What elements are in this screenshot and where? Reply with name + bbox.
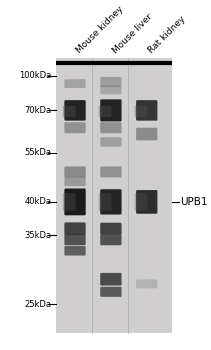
FancyBboxPatch shape xyxy=(136,190,157,214)
FancyBboxPatch shape xyxy=(100,287,122,297)
Text: 55kDa: 55kDa xyxy=(25,148,52,158)
FancyBboxPatch shape xyxy=(64,234,86,245)
FancyBboxPatch shape xyxy=(100,85,122,94)
FancyBboxPatch shape xyxy=(64,79,86,88)
FancyBboxPatch shape xyxy=(100,137,122,147)
FancyBboxPatch shape xyxy=(100,273,122,286)
FancyBboxPatch shape xyxy=(136,128,157,140)
FancyBboxPatch shape xyxy=(64,189,86,215)
FancyBboxPatch shape xyxy=(64,246,86,256)
FancyBboxPatch shape xyxy=(136,100,157,121)
FancyBboxPatch shape xyxy=(136,280,157,288)
FancyBboxPatch shape xyxy=(135,193,147,211)
Text: 40kDa: 40kDa xyxy=(25,197,52,206)
FancyBboxPatch shape xyxy=(100,99,122,121)
FancyBboxPatch shape xyxy=(64,166,86,177)
FancyBboxPatch shape xyxy=(100,122,122,133)
FancyBboxPatch shape xyxy=(100,223,122,235)
FancyBboxPatch shape xyxy=(64,122,86,133)
FancyBboxPatch shape xyxy=(64,177,86,186)
FancyBboxPatch shape xyxy=(56,58,172,333)
Text: Rat kidney: Rat kidney xyxy=(147,15,187,55)
Text: UPB1: UPB1 xyxy=(180,197,207,207)
FancyBboxPatch shape xyxy=(99,106,111,117)
FancyBboxPatch shape xyxy=(100,234,122,245)
FancyBboxPatch shape xyxy=(100,166,122,177)
Text: 25kDa: 25kDa xyxy=(25,300,52,309)
Text: 70kDa: 70kDa xyxy=(25,106,52,115)
FancyBboxPatch shape xyxy=(135,106,147,117)
FancyBboxPatch shape xyxy=(64,222,86,235)
Text: Mouse kidney: Mouse kidney xyxy=(75,5,126,55)
Text: 35kDa: 35kDa xyxy=(25,231,52,239)
FancyBboxPatch shape xyxy=(99,193,111,211)
Text: 100kDa: 100kDa xyxy=(20,71,52,80)
Text: Mouse liver: Mouse liver xyxy=(111,12,154,55)
FancyBboxPatch shape xyxy=(64,100,86,121)
FancyBboxPatch shape xyxy=(63,106,76,117)
FancyBboxPatch shape xyxy=(100,189,122,215)
FancyBboxPatch shape xyxy=(100,77,122,87)
FancyBboxPatch shape xyxy=(63,193,76,211)
